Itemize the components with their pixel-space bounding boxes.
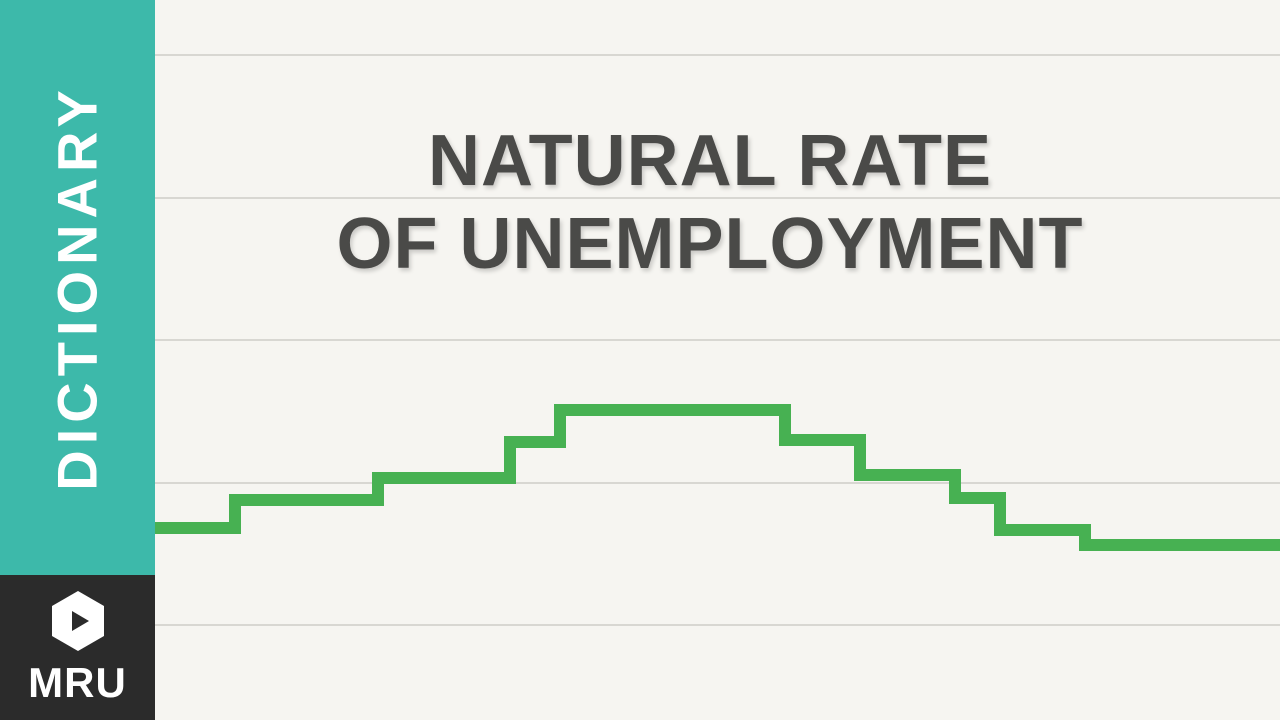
plot-svg (0, 0, 1280, 720)
dictionary-label: DICTIONARY (45, 84, 110, 490)
mru-badge: MRU (0, 575, 155, 720)
mru-label: MRU (28, 659, 127, 707)
canvas: NATURAL RATE OF UNEMPLOYMENT DICTIONARY … (0, 0, 1280, 720)
title-line-2: OF UNEMPLOYMENT (180, 203, 1240, 286)
hexagon-play-icon (49, 589, 107, 653)
title: NATURAL RATE OF UNEMPLOYMENT (180, 120, 1240, 286)
unemployment-step-line (0, 410, 1280, 545)
title-line-1: NATURAL RATE (180, 120, 1240, 203)
dictionary-sidebar: DICTIONARY (0, 0, 155, 575)
